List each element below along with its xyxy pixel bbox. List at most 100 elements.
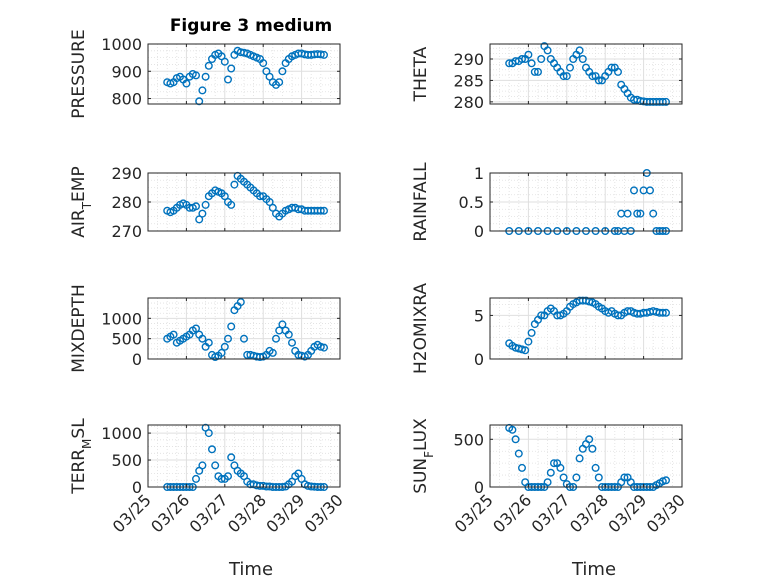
y-tick-label: 0 — [474, 350, 484, 369]
axes-box — [489, 297, 683, 360]
data-point — [527, 328, 536, 337]
data-point — [521, 346, 530, 355]
y-tick-label: 270 — [111, 222, 142, 241]
data-point — [543, 478, 552, 487]
data-point — [207, 445, 216, 454]
data-point — [508, 425, 517, 434]
y-tick-label: 900 — [111, 62, 142, 81]
y-tick-label: 280 — [453, 93, 484, 112]
y-tick-label: 800 — [111, 90, 142, 109]
data-point — [268, 348, 277, 357]
data-point — [316, 50, 325, 59]
data-point — [195, 97, 204, 106]
y-tick-label: 500 — [453, 430, 484, 449]
data-point — [217, 348, 226, 357]
data-point — [518, 345, 527, 354]
data-point — [556, 463, 565, 472]
x-tick-label: 03/30 — [643, 490, 689, 536]
data-point — [524, 50, 533, 59]
y-tick-label: 1 — [474, 164, 484, 183]
data-point — [268, 203, 277, 212]
data-point — [288, 338, 297, 347]
data-point — [658, 308, 667, 317]
y-tick-label: 0 — [132, 478, 142, 497]
y-axis-label: MIXDEPTH — [69, 284, 89, 373]
x-tick-label: 03/30 — [301, 490, 347, 536]
x-tick-label: 03/27 — [186, 490, 232, 536]
data-point — [594, 473, 603, 482]
data-point — [191, 474, 200, 483]
data-point — [278, 320, 287, 329]
data-point — [662, 308, 671, 317]
axes-box — [147, 43, 341, 105]
data-point — [223, 75, 232, 84]
y-axis-label: PRESSURE — [69, 29, 89, 118]
data-point — [201, 200, 210, 209]
subplot-1: 280 285 290 THETA — [411, 42, 683, 112]
data-point — [198, 461, 207, 470]
data-point — [230, 180, 239, 189]
data-point — [191, 324, 200, 333]
data-point — [211, 461, 220, 470]
y-tick-label: 1000 — [101, 424, 142, 443]
data-point — [182, 79, 191, 88]
data-point — [617, 209, 626, 218]
data-point — [514, 449, 523, 458]
data-point — [614, 311, 623, 320]
data-point — [220, 342, 229, 351]
x-tick-label: 03/29 — [604, 490, 650, 536]
data-point — [607, 63, 616, 72]
data-point — [559, 473, 568, 482]
data-point — [585, 435, 594, 444]
data-point — [591, 463, 600, 472]
y-tick-label: 1000 — [101, 309, 142, 328]
data-point — [594, 76, 603, 85]
x-tick-label: 03/26 — [147, 490, 193, 536]
data-point — [220, 192, 229, 201]
y-axis-label: AIRTEMP — [69, 166, 94, 237]
subplot-2: 270 280 290 AIRTEMP — [69, 164, 341, 241]
data-point — [562, 72, 571, 81]
data-point — [543, 46, 552, 55]
data-point — [623, 209, 632, 218]
data-point — [588, 72, 597, 81]
x-tick-label: 03/25 — [451, 490, 497, 536]
x-tick-label: 03/25 — [109, 490, 155, 536]
data-point — [646, 186, 655, 195]
data-point — [575, 46, 584, 55]
data-point — [204, 429, 213, 438]
data-point — [320, 50, 329, 59]
data-point — [578, 55, 587, 64]
data-point — [278, 67, 287, 76]
data-point — [550, 459, 559, 468]
data-point — [275, 78, 284, 87]
data-point — [534, 67, 543, 76]
y-tick-label: 280 — [111, 193, 142, 212]
y-tick-label: 0.5 — [459, 193, 484, 212]
data-point — [284, 330, 293, 339]
y-axis-label: TERRMSL — [69, 418, 94, 495]
data-point — [227, 64, 236, 73]
data-point — [198, 334, 207, 343]
data-point — [546, 468, 555, 477]
data-point — [316, 206, 325, 215]
data-point — [259, 59, 268, 68]
data-point — [662, 97, 671, 106]
data-point — [630, 186, 639, 195]
data-point — [217, 474, 226, 483]
data-point — [530, 67, 539, 76]
data-point — [524, 337, 533, 346]
x-axis-label-right: Time — [571, 559, 616, 580]
y-axis-label: RAINFALL — [411, 162, 431, 242]
data-point — [658, 97, 667, 106]
data-point — [537, 311, 546, 320]
data-point — [320, 206, 329, 215]
data-point — [662, 476, 671, 485]
data-point — [620, 473, 629, 482]
data-point — [236, 298, 245, 307]
data-point — [518, 55, 527, 64]
x-tick-label: 03/26 — [489, 490, 535, 536]
